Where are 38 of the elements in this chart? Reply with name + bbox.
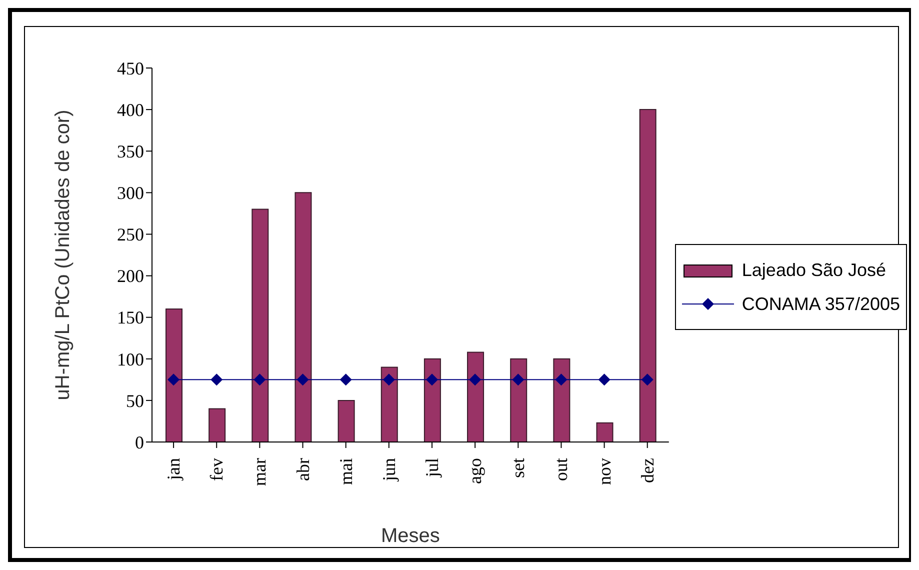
x-tick-label: jun xyxy=(378,458,399,482)
bar xyxy=(338,400,355,442)
bar xyxy=(166,308,182,442)
y-tick-label: 0 xyxy=(135,432,144,452)
x-tick-label: dez xyxy=(637,458,658,483)
bar xyxy=(596,422,614,442)
y-axis-title: uH-mg/L PtCo (Unidades de cor) xyxy=(52,110,74,400)
y-tick-label: 150 xyxy=(117,308,144,328)
bar xyxy=(424,358,441,442)
x-axis-title: Meses xyxy=(381,525,440,547)
x-tick-label: jan xyxy=(164,458,184,481)
bar xyxy=(294,192,312,442)
x-tick-label: fev xyxy=(206,458,227,481)
bar xyxy=(639,109,656,442)
y-tick-label: 200 xyxy=(117,266,144,286)
bar xyxy=(380,366,398,442)
x-tick-label: mar xyxy=(250,458,270,486)
x-tick-label: jul xyxy=(422,458,442,478)
x-tick-label: nov xyxy=(594,458,614,485)
y-tick-label: 250 xyxy=(117,224,144,245)
x-tick-label: out xyxy=(551,458,572,482)
bar xyxy=(467,352,484,442)
bar xyxy=(510,358,528,442)
x-tick-label: set xyxy=(508,458,528,478)
y-tick-label: 450 xyxy=(117,58,144,78)
y-tick-label: 350 xyxy=(117,142,144,162)
bar xyxy=(553,358,570,442)
bar xyxy=(208,408,226,442)
y-tick-label: 100 xyxy=(117,349,144,370)
x-tick-label: mai xyxy=(336,458,356,485)
legend-label: Lajeado São José xyxy=(742,260,886,280)
bar xyxy=(252,208,269,442)
x-tick-label: ago xyxy=(465,458,486,484)
legend-label: CONAMA 357/2005 xyxy=(742,294,900,314)
x-tick-label: abr xyxy=(292,458,313,481)
y-tick-label: 400 xyxy=(117,100,144,120)
y-tick-label: 50 xyxy=(126,390,144,411)
y-tick-label: 300 xyxy=(117,183,144,204)
